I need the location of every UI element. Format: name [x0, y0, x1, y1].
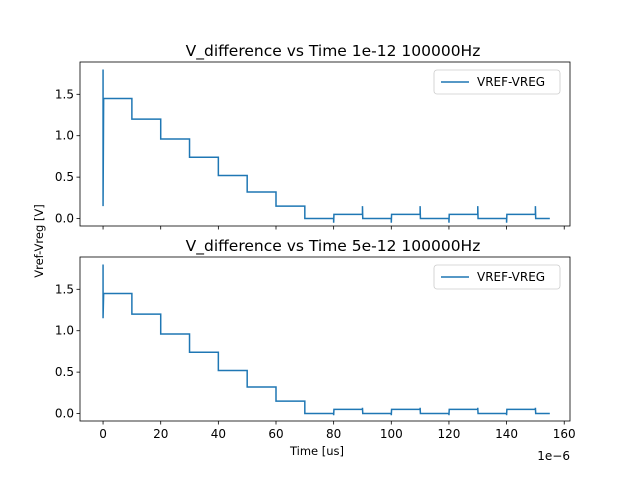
- x-axis-scale-factor: 1e−6: [537, 449, 570, 463]
- top-series-line-0: [102, 69, 550, 223]
- top-y-tick-label-3: 1.5: [55, 87, 74, 101]
- top-y-tick-label-2: 1.0: [55, 129, 74, 143]
- bottom-y-tick-label-0: 0.0: [55, 407, 74, 421]
- top-chart-title: V_difference vs Time 1e-12 100000Hz: [186, 42, 481, 61]
- top-panel: V_difference vs Time 1e-12 100000Hz 0.00…: [55, 42, 571, 230]
- bottom-x-tick-label-1: 20: [153, 427, 168, 441]
- bottom-x-tick-label-2: 40: [211, 427, 226, 441]
- bottom-legend-label: VREF-VREG: [477, 270, 545, 284]
- top-legend-box: [433, 69, 561, 95]
- bottom-x-tick-label-4: 80: [326, 427, 341, 441]
- bottom-x-tick-label-0: 0: [99, 427, 107, 441]
- top-plot-area: 0.0 0.5 1.0 1.5 VREF-VREG: [55, 61, 571, 230]
- bottom-legend: VREF-VREG: [433, 264, 561, 290]
- top-legend: VREF-VREG: [433, 69, 561, 95]
- y-axis-label: Vref-Vreg [V]: [32, 204, 46, 278]
- bottom-legend-box: [433, 264, 561, 290]
- bottom-x-tick-label-7: 140: [495, 427, 518, 441]
- bottom-axes-frame: [79, 256, 571, 422]
- bottom-y-tick-label-1: 0.5: [55, 365, 74, 379]
- bottom-y-tick-label-2: 1.0: [55, 324, 74, 338]
- bottom-x-tick-label-5: 100: [380, 427, 403, 441]
- top-axes-frame: [79, 61, 571, 227]
- bottom-panel: V_difference vs Time 5e-12 100000Hz 0 20 4…: [55, 237, 576, 441]
- x-axis-label: Time [us]: [289, 444, 344, 458]
- bottom-x-tick-label-6: 120: [437, 427, 460, 441]
- bottom-series-line-0: [102, 264, 550, 416]
- bottom-x-tick-label-8: 160: [553, 427, 576, 441]
- top-y-tick-label-0: 0.0: [55, 212, 74, 226]
- top-legend-label: VREF-VREG: [477, 75, 545, 89]
- top-y-tick-label-1: 0.5: [55, 170, 74, 184]
- bottom-x-tick-label-3: 60: [268, 427, 283, 441]
- bottom-chart-title: V_difference vs Time 5e-12 100000Hz: [186, 237, 481, 256]
- bottom-plot-area: 0 20 40 60 80 100 120 140 160 0.0 0.5 1.0 1.5 VREF-VR…: [55, 256, 576, 441]
- bottom-y-tick-label-3: 1.5: [55, 282, 74, 296]
